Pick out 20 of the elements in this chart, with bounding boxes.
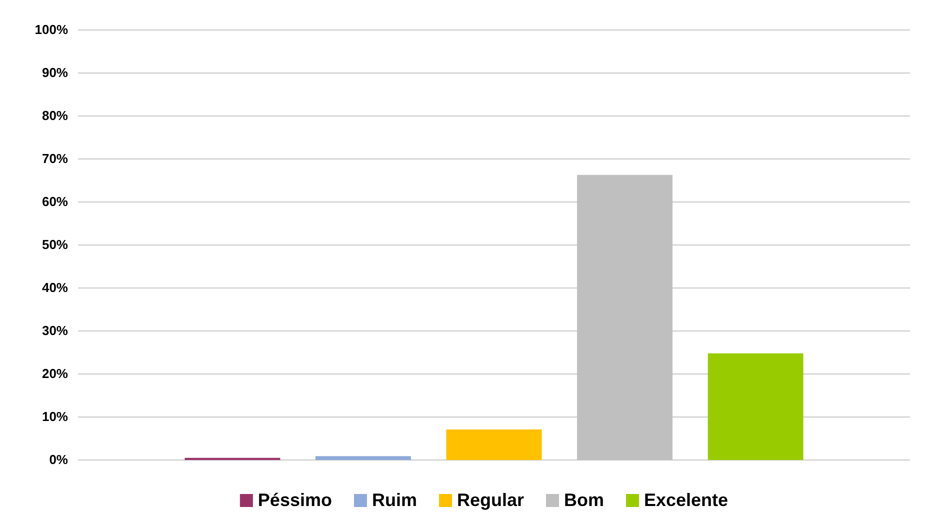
y-tick-label: 90% [42,65,68,80]
y-tick-label: 70% [42,151,68,166]
legend-label: Ruim [372,490,417,510]
bar [315,456,411,460]
y-tick-label: 40% [42,280,68,296]
y-tick-label: 60% [42,194,68,210]
bar [446,429,542,460]
y-tick-label: 20% [42,366,68,382]
y-tick-label: 0% [49,452,68,468]
bar [708,353,804,460]
legend-label: Excelente [644,490,728,510]
y-tick-label: 30% [42,323,68,338]
y-tick-label: 80% [42,108,68,124]
legend-label: Bom [564,490,604,510]
y-tick-label: 10% [42,409,68,424]
y-tick-label: 100% [34,22,68,38]
y-tick-label: 50% [42,237,68,252]
legend-label: Péssimo [258,490,332,510]
bar [577,174,673,460]
legend-label: Regular [456,490,524,510]
